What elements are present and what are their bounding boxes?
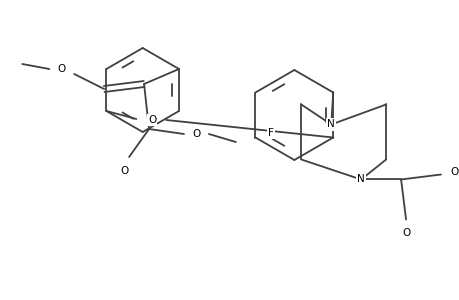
Text: O: O	[57, 64, 65, 74]
Text: O: O	[401, 229, 409, 238]
Text: N: N	[357, 175, 364, 184]
Text: F: F	[268, 128, 274, 137]
Text: N: N	[327, 119, 335, 130]
Text: O: O	[148, 115, 156, 125]
Text: O: O	[120, 166, 128, 176]
Text: O: O	[192, 129, 201, 139]
Text: O: O	[450, 167, 458, 178]
